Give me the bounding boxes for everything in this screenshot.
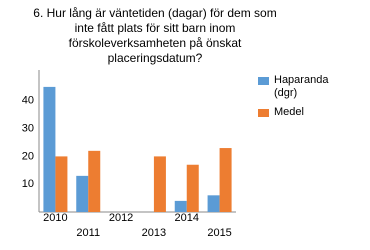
- legend-swatch: [258, 77, 269, 85]
- chart-title: 6. Hur lång är väntetiden (dagar) för de…: [33, 6, 277, 65]
- legend-swatch: [258, 109, 269, 117]
- x-tick-label: 2013: [142, 227, 166, 239]
- x-tick-label: 2014: [175, 212, 199, 224]
- bar: [55, 156, 68, 212]
- bar: [88, 150, 101, 212]
- bar: [219, 148, 232, 212]
- bar: [76, 175, 89, 212]
- y-tick-label: 40: [22, 95, 34, 107]
- legend-label: Medel: [274, 106, 304, 118]
- x-tick-label: 2011: [76, 227, 100, 239]
- legend-label: Haparanda (dgr): [274, 74, 329, 99]
- bar: [174, 200, 187, 212]
- bar: [207, 195, 220, 212]
- y-tick-label: 20: [22, 150, 34, 162]
- y-tick-label: 10: [22, 178, 34, 190]
- bar: [153, 156, 166, 212]
- legend: Haparanda (dgr) Medel: [258, 74, 358, 125]
- y-tick-label: 30: [22, 123, 34, 135]
- x-tick-label: 2012: [109, 212, 133, 224]
- legend-item: Haparanda (dgr): [258, 74, 358, 100]
- legend-item: Medel: [258, 106, 358, 119]
- x-tick-label: 2010: [43, 212, 67, 224]
- x-tick-label: 2015: [207, 227, 231, 239]
- bar: [186, 164, 199, 212]
- bar: [43, 86, 56, 212]
